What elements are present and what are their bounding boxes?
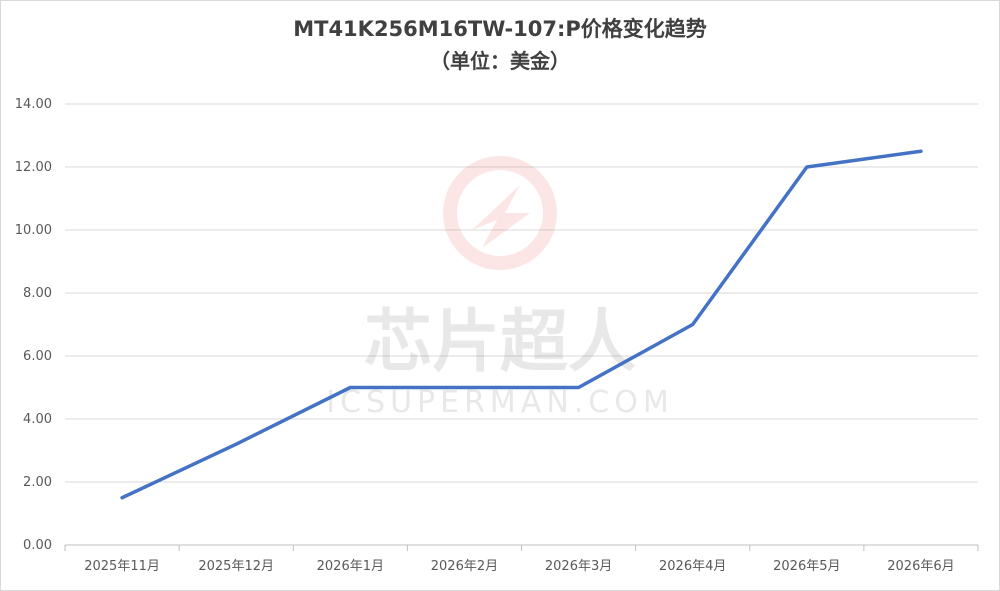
data-point bbox=[463, 387, 465, 388]
x-tick-label: 2026年3月 bbox=[545, 559, 612, 574]
grid-lines bbox=[65, 103, 978, 483]
y-tick-label: 2.00 bbox=[23, 475, 52, 490]
y-tick-labels: 0.00 2.00 4.00 6.00 8.00 10.00 12.00 14.00 bbox=[15, 97, 52, 553]
chart-subtitle: （单位：美金） bbox=[430, 49, 570, 73]
y-tick-label: 10.00 bbox=[15, 223, 52, 238]
watermark-logo-icon bbox=[443, 156, 557, 270]
watermark-bolt-icon bbox=[472, 185, 530, 248]
y-tick-label: 4.00 bbox=[23, 412, 52, 427]
chart-title: MT41K256M16TW-107:P价格变化趋势 bbox=[293, 17, 707, 41]
x-tick-label: 2026年5月 bbox=[773, 559, 840, 574]
data-point bbox=[121, 497, 123, 499]
data-point bbox=[578, 387, 580, 388]
series-line bbox=[120, 149, 923, 500]
series-layer bbox=[120, 149, 923, 500]
y-tick-label: 14.00 bbox=[15, 97, 52, 112]
data-point bbox=[920, 150, 922, 152]
x-tick-label: 2026年2月 bbox=[431, 559, 498, 574]
x-tick-label: 2026年4月 bbox=[659, 559, 726, 574]
y-tick-label: 8.00 bbox=[23, 286, 52, 301]
data-point bbox=[806, 166, 808, 168]
x-tick-label: 2026年1月 bbox=[317, 559, 384, 574]
y-tick-label: 12.00 bbox=[15, 160, 52, 175]
watermark-text: 芯片超人 bbox=[364, 303, 636, 382]
x-tick-label: 2025年12月 bbox=[198, 559, 274, 574]
x-tick-label: 2025年11月 bbox=[84, 559, 160, 574]
watermark: 芯片超人 ICSUPERMAN.COM bbox=[326, 156, 674, 420]
x-tick-label: 2026年6月 bbox=[887, 559, 954, 574]
x-tick-labels: 2025年11月 2025年12月 2026年1月 2026年2月 2026年3月 202… bbox=[84, 559, 954, 574]
y-tick-label: 0.00 bbox=[23, 538, 52, 553]
data-point bbox=[349, 387, 351, 388]
data-point bbox=[235, 443, 237, 445]
y-tick-label: 6.00 bbox=[23, 349, 52, 364]
watermark-url: ICSUPERMAN.COM bbox=[326, 385, 674, 420]
data-point bbox=[692, 324, 694, 325]
axes bbox=[64, 544, 979, 551]
